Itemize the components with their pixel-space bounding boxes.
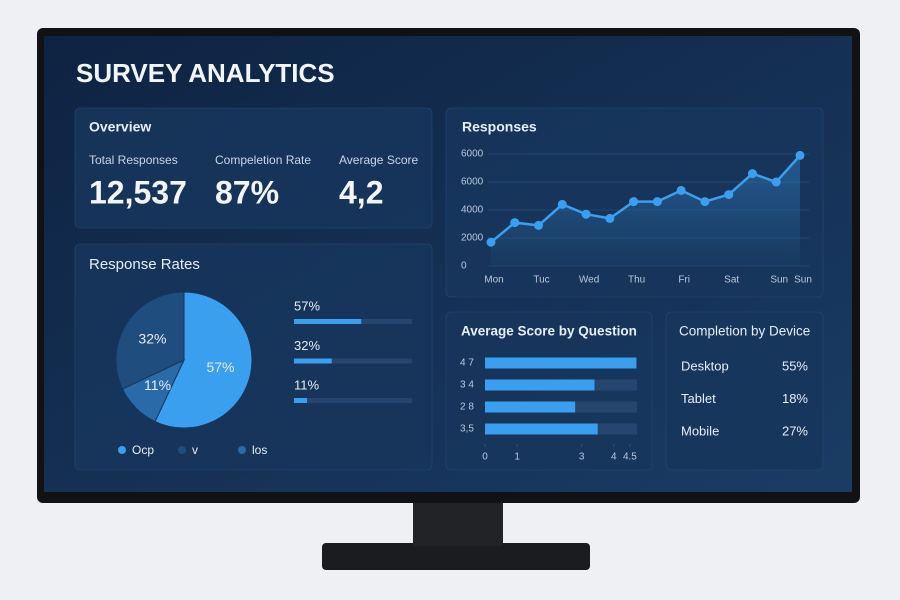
panel-title: Average Score by Question xyxy=(461,324,637,339)
point xyxy=(534,220,544,230)
metric-label: Compeletion Rate xyxy=(215,153,311,167)
point xyxy=(629,197,639,207)
y-tick-label: 4000 xyxy=(461,205,484,216)
pie-slice xyxy=(154,291,253,429)
monitor-neck xyxy=(413,500,503,546)
metric-label: Average Score xyxy=(339,153,418,167)
point xyxy=(652,197,662,207)
legend-label: Ocp xyxy=(132,443,154,457)
slice-label: 32% xyxy=(138,331,166,347)
area xyxy=(491,155,800,266)
rate-label: 11% xyxy=(294,377,319,392)
device-name: Tablet xyxy=(681,391,716,406)
bar xyxy=(485,423,598,435)
overview-panel xyxy=(74,107,433,229)
legend-label: v xyxy=(192,443,198,457)
device-value: 27% xyxy=(782,423,808,438)
point xyxy=(747,169,757,179)
device-panel xyxy=(665,311,824,471)
legend-dot xyxy=(178,446,186,454)
y-tick-label: 6000 xyxy=(461,149,484,160)
slice-label: 57% xyxy=(206,359,234,375)
x-tick-label: Tuc xyxy=(533,275,549,286)
device-value: 18% xyxy=(782,391,808,406)
x-tick-label: 4.5 xyxy=(623,452,637,463)
pie-slice xyxy=(115,291,185,390)
point xyxy=(724,190,734,200)
point xyxy=(771,177,781,187)
panel-title: Completion by Device xyxy=(679,324,810,339)
point xyxy=(557,199,567,209)
device-value: 55% xyxy=(782,358,808,373)
x-tick-label: Sun xyxy=(794,275,812,286)
x-tick-label: Wed xyxy=(579,275,599,286)
rate-label: 32% xyxy=(294,338,320,353)
metric-value: 87% xyxy=(215,174,279,210)
rate-label: 57% xyxy=(294,298,320,313)
x-tick-label: Fri xyxy=(678,275,690,286)
point xyxy=(581,209,591,219)
y-tick-label: 3,5 xyxy=(460,424,474,435)
legend-dot xyxy=(118,446,126,454)
dashboard-title: SURVEY ANALYTICS xyxy=(76,58,335,88)
x-tick-label: Sun xyxy=(770,275,788,286)
rate-bar xyxy=(294,398,307,403)
rate-bar xyxy=(294,358,332,364)
y-tick-label: 0 xyxy=(461,261,467,272)
metric-label: Total Responses xyxy=(89,153,178,167)
rate-track xyxy=(294,398,412,403)
x-tick-label: 1 xyxy=(514,452,520,463)
x-tick-label: 0 xyxy=(482,452,488,463)
point xyxy=(795,150,805,160)
metric-value: 12,537 xyxy=(89,174,187,210)
point xyxy=(486,237,496,247)
metric-value: 4,2 xyxy=(339,174,383,210)
bar xyxy=(485,357,637,369)
x-tick-label: 4 xyxy=(611,452,617,463)
bar xyxy=(485,401,576,413)
y-tick-label: 3 4 xyxy=(460,380,474,391)
y-tick-label: 2000 xyxy=(461,233,484,244)
panel-title: Response Rates xyxy=(89,256,200,273)
x-tick-label: Mon xyxy=(484,275,503,286)
slice-label: 11% xyxy=(144,377,171,393)
y-tick-label: 6000 xyxy=(461,177,484,188)
device-name: Mobile xyxy=(681,423,719,438)
panel-title: Responses xyxy=(462,119,537,135)
device-name: Desktop xyxy=(681,358,729,373)
rate-track xyxy=(294,358,412,364)
y-tick-label: 2 8 xyxy=(460,402,474,413)
rate-bar xyxy=(294,319,362,324)
point xyxy=(510,218,520,228)
legend-dot xyxy=(238,446,246,454)
point xyxy=(605,213,615,223)
x-tick-label: 3 xyxy=(579,452,585,463)
point xyxy=(676,185,686,195)
bar xyxy=(485,379,595,391)
x-tick-label: Sat xyxy=(724,275,739,286)
y-tick-label: 4 7 xyxy=(460,358,474,369)
line xyxy=(490,154,801,244)
legend-label: los xyxy=(252,443,267,457)
monitor-base xyxy=(322,543,590,570)
panel-title: Overview xyxy=(89,119,151,135)
point xyxy=(700,197,710,207)
x-tick-label: Thu xyxy=(628,275,645,286)
